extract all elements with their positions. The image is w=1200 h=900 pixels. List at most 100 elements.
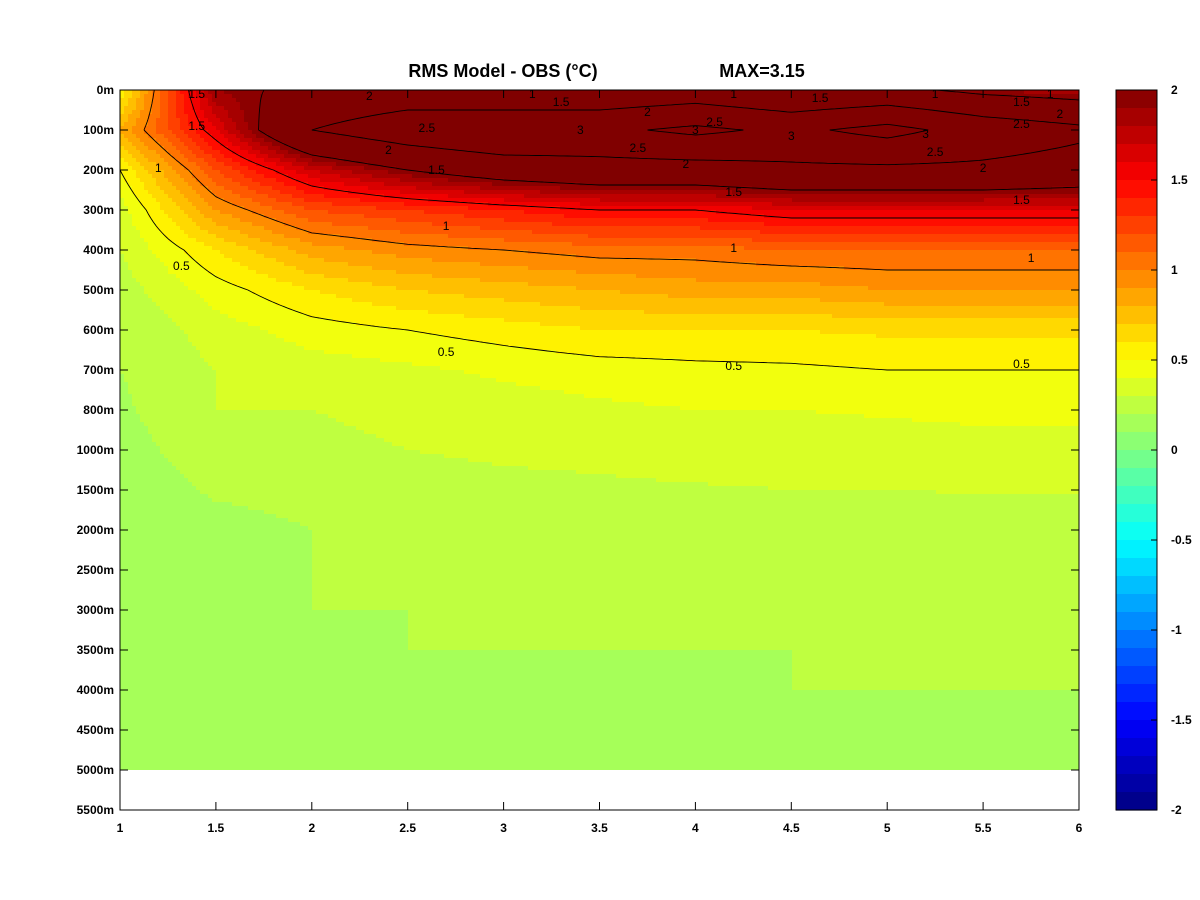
heatmap-cell [908,154,913,159]
heatmap-cell [532,142,537,147]
heatmap-cell [384,130,389,135]
heatmap-cell [748,154,753,159]
heatmap-cell [284,90,289,95]
heatmap-cell [236,110,241,115]
heatmap-cell [584,114,589,119]
heatmap-cell [992,130,997,135]
heatmap-cell [236,130,241,135]
heatmap-cell [292,114,297,119]
heatmap-cell [800,90,805,95]
heatmap-cell [948,154,953,159]
heatmap-cell [344,106,349,111]
heatmap-cell [272,122,277,127]
heatmap-cell [324,110,329,115]
heatmap-cell [780,114,785,119]
heatmap-cell [776,154,781,159]
heatmap-cell [568,134,573,139]
heatmap-cell [476,138,481,143]
heatmap-cell [192,138,197,143]
heatmap-cell [900,94,905,99]
heatmap-cell [888,118,893,123]
heatmap-cell [216,130,221,135]
heatmap-cell [520,138,525,143]
heatmap-cell [348,94,353,99]
heatmap-cell [972,106,977,111]
heatmap-cell [752,98,757,103]
heatmap-cell [528,114,533,119]
heatmap-cell [540,122,545,127]
heatmap-cell [320,94,325,99]
heatmap-cell [484,90,489,95]
heatmap-cell [232,138,237,143]
heatmap-cell [732,142,737,147]
heatmap-cell [672,146,677,151]
heatmap-cell [396,130,401,135]
heatmap-cell [608,134,613,139]
heatmap-cell [408,150,413,155]
heatmap-cell [512,90,517,95]
heatmap-cell [348,146,353,151]
heatmap-cell [544,110,549,115]
heatmap-cell [544,130,549,135]
heatmap-cell [596,126,601,131]
heatmap-cell [312,138,317,143]
heatmap-cell [332,106,337,111]
heatmap-cell [584,138,589,143]
heatmap-cell [124,118,129,123]
heatmap-cell [616,138,621,143]
heatmap-cell [408,114,413,119]
heatmap-cell [968,94,973,99]
heatmap-cell [552,126,557,131]
heatmap-cell [148,154,153,159]
heatmap-cell [256,158,261,163]
heatmap-cell [772,138,777,143]
heatmap-cell [796,126,801,131]
heatmap-cell [324,150,329,155]
heatmap-cell [376,106,381,111]
heatmap-cell [632,122,637,127]
heatmap-cell [916,98,921,103]
heatmap-cell [752,110,757,115]
heatmap-cell [508,90,513,95]
heatmap-cell [1072,130,1077,135]
heatmap-cell [340,98,345,103]
heatmap-cell [912,102,917,107]
heatmap-cell [308,138,313,143]
heatmap-cell [476,146,481,151]
heatmap-cell [964,118,969,123]
heatmap-cell [436,150,441,155]
heatmap-cell [152,134,157,139]
heatmap-cell [908,142,913,147]
heatmap-cell [744,134,749,139]
heatmap-cell [960,98,965,103]
heatmap-cell [396,114,401,119]
heatmap-cell [236,102,241,107]
heatmap-cell [804,114,809,119]
heatmap-cell [1048,150,1053,155]
heatmap-cell [840,154,845,159]
heatmap-cell [684,90,689,95]
heatmap-cell [220,130,225,135]
heatmap-cell [336,142,341,147]
heatmap-cell [396,98,401,103]
heatmap-cell [564,142,569,147]
heatmap-cell [800,118,805,123]
heatmap-cell [884,146,889,151]
heatmap-cell [676,142,681,147]
heatmap-cell [384,110,389,115]
heatmap-cell [396,122,401,127]
heatmap-cell [484,134,489,139]
heatmap-cell [900,150,905,155]
heatmap-cell [812,114,817,119]
heatmap-cell [156,150,161,155]
heatmap-cell [180,114,185,119]
heatmap-cell [900,114,905,119]
heatmap-cell [1032,114,1037,119]
heatmap-cell [256,142,261,147]
heatmap-cell [264,138,269,143]
heatmap-cell [752,102,757,107]
heatmap-cell [520,130,525,135]
heatmap-cell [968,126,973,131]
heatmap-cell [688,90,693,95]
heatmap-cell [704,110,709,115]
